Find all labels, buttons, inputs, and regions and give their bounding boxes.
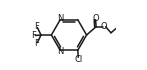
Text: O: O [101,22,107,31]
Text: F: F [34,39,39,48]
Text: F: F [31,31,36,40]
Text: N: N [57,47,64,56]
Text: Cl: Cl [74,55,82,64]
Text: O: O [92,14,99,23]
Text: N: N [57,14,64,23]
Text: F: F [34,22,39,31]
